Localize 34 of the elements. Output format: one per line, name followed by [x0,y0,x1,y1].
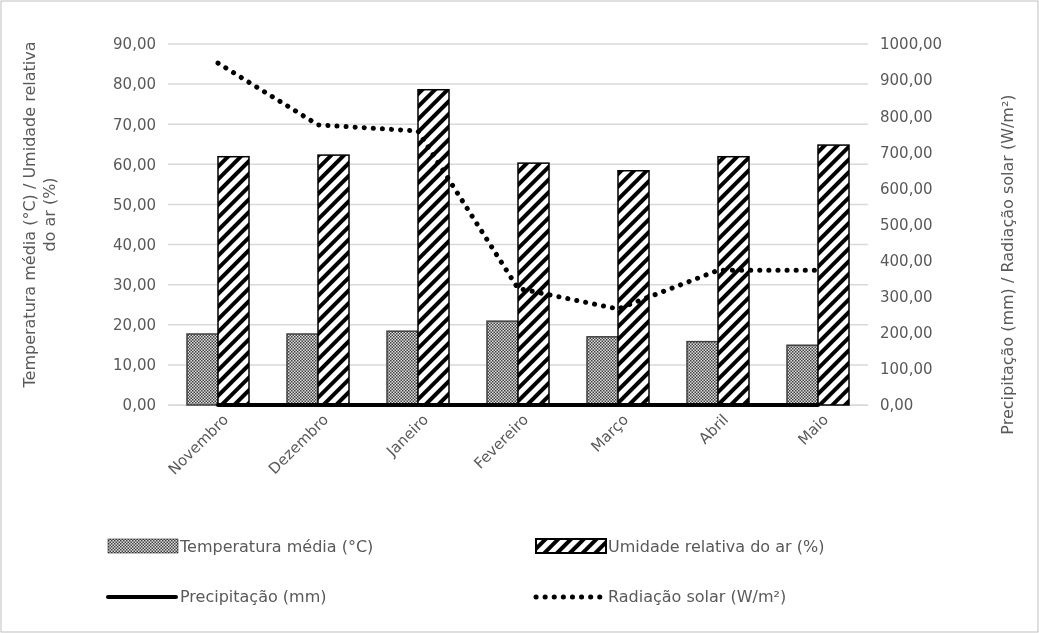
y2-tick-label: 600,00 [880,179,933,198]
y2-axis-title: Precipitação (mm) / Radiação solar (W/m²) [998,94,1017,435]
bar [586,336,619,406]
y2-tick-label: 800,00 [880,107,933,126]
y-tick-label: 70,00 [113,115,156,134]
y2-tick-label: 400,00 [880,251,933,270]
bar [286,333,319,406]
y-tick-label: 50,00 [113,195,156,214]
y-tick-label: 40,00 [113,235,156,254]
y-tick-label: 20,00 [113,316,156,335]
y-tick-label: 30,00 [113,275,156,294]
bar [186,333,219,406]
y2-tick-label: 200,00 [880,324,933,343]
y-axis-title: Temperatura média (°C) / Umidade relativa do ar (%) [20,41,59,389]
y-tick-label: 60,00 [113,155,156,174]
y2-tick-label: 100,00 [880,360,933,379]
bar [486,320,519,406]
y2-tick-label: 900,00 [880,71,933,90]
y2-tick-label: 500,00 [880,215,933,234]
y-tick-label: 80,00 [113,75,156,94]
legend-label: Temperatura média (°C) [179,537,374,556]
y2-tick-label: 0,00 [880,396,914,415]
y-tick-label: 10,00 [113,356,156,375]
y2-tick-label: 700,00 [880,143,933,162]
legend-label: Radiação solar (W/m²) [608,587,787,606]
legend-label: Precipitação (mm) [180,587,327,606]
y-tick-label: 0,00 [122,396,156,415]
y2-tick-label: 300,00 [880,288,933,306]
y-tick-label: 90,00 [113,35,156,54]
bar [786,344,819,406]
bar [386,330,419,406]
legend-label: Umidade relativa do ar (%) [608,537,825,556]
bar [686,340,719,406]
y2-tick-label: 1000,00 [880,35,943,54]
